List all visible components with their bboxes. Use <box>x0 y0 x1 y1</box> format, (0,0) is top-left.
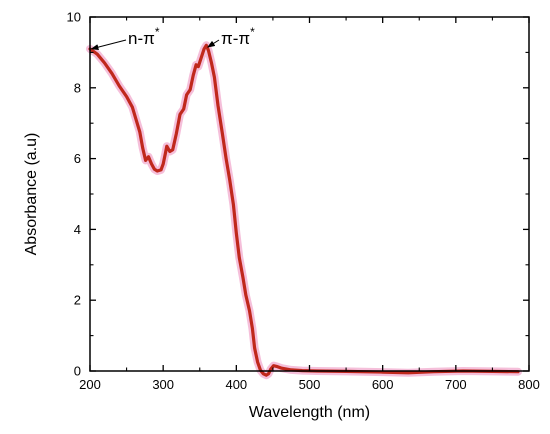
x-tick-label-200: 200 <box>79 377 101 392</box>
plot-frame <box>89 16 530 372</box>
annotation-0-arrow <box>90 39 127 51</box>
x-tick-label-400: 400 <box>225 377 247 392</box>
x-tick-label-600: 600 <box>372 377 394 392</box>
x-tick-label-500: 500 <box>299 377 321 392</box>
x-tick-label-800: 800 <box>518 377 540 392</box>
annotation-1: π-π* <box>221 25 255 48</box>
y-tick-label-4: 4 <box>74 222 81 237</box>
y-tick-label-6: 6 <box>74 151 81 166</box>
y-tick-label-8: 8 <box>74 80 81 95</box>
x-tick-label-700: 700 <box>445 377 467 392</box>
y-tick-label-0: 0 <box>74 364 81 379</box>
x-axis-label: Wavelength (nm) <box>249 404 370 421</box>
series-0-halo <box>86 41 522 380</box>
annotation-0-superscript: * <box>155 25 160 39</box>
annotation-1-superscript: * <box>250 25 255 39</box>
y-axis-label: Absorbance (a.u) <box>23 133 40 256</box>
annotation-1-arrow <box>206 39 220 48</box>
x-tick-label-300: 300 <box>152 377 174 392</box>
y-tick-label-10: 10 <box>67 10 81 25</box>
annotation-0: n-π* <box>128 25 160 48</box>
y-tick-label-2: 2 <box>74 293 81 308</box>
series-0-line <box>88 43 520 377</box>
